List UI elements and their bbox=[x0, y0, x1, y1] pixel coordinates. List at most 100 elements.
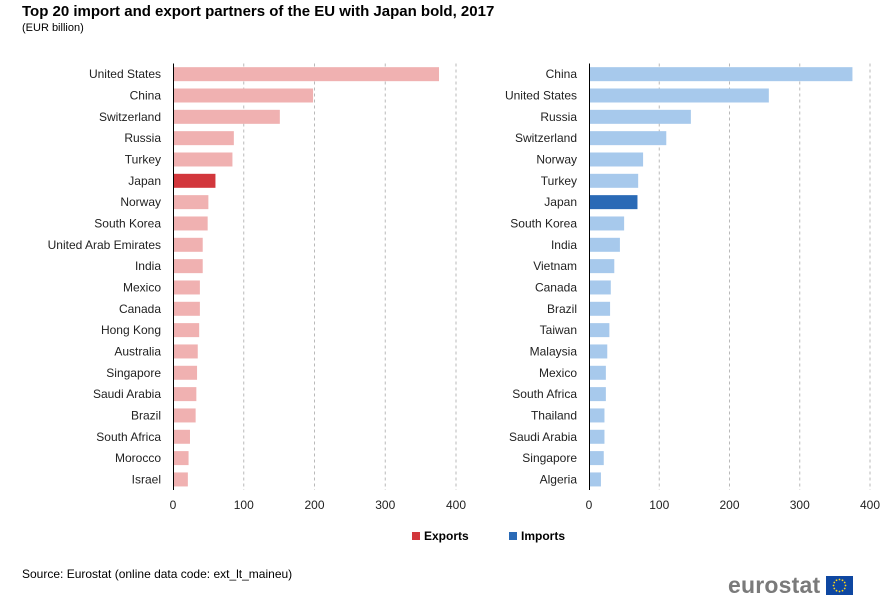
exports-tick-label: 200 bbox=[304, 498, 324, 512]
exports-bar bbox=[173, 88, 314, 103]
exports-tick-label: 0 bbox=[170, 498, 177, 512]
imports-category-label: South Africa bbox=[512, 387, 577, 401]
imports-tick-label: 0 bbox=[586, 498, 593, 512]
exports-bar bbox=[173, 195, 209, 210]
exports-category-label: Israel bbox=[132, 472, 161, 486]
imports-category-label: Singapore bbox=[522, 451, 577, 465]
imports-bar bbox=[589, 237, 620, 252]
exports-tick-label: 400 bbox=[446, 498, 466, 512]
imports-category-label: Japan bbox=[544, 195, 577, 209]
exports-category-label: Brazil bbox=[131, 408, 161, 422]
exports-category-label: Morocco bbox=[115, 451, 161, 465]
imports-bar bbox=[589, 109, 691, 124]
imports-category-label: Saudi Arabia bbox=[509, 430, 577, 444]
imports-category-label: Canada bbox=[535, 280, 577, 294]
exports-category-label: Russia bbox=[124, 131, 161, 145]
exports-bar bbox=[173, 472, 188, 487]
imports-bar bbox=[589, 365, 606, 380]
flag-star bbox=[841, 579, 844, 582]
flag-star bbox=[835, 589, 838, 592]
flag-star bbox=[835, 579, 838, 582]
imports-chart: China United States Russia Switzerland Norwa… bbox=[505, 63, 880, 512]
exports-bar bbox=[173, 301, 200, 316]
exports-category-label: South Korea bbox=[94, 216, 161, 230]
exports-chart: United States China Switzerland Russia Turke… bbox=[48, 63, 466, 512]
imports-category-label: Taiwan bbox=[540, 323, 577, 337]
imports-bar bbox=[589, 387, 606, 402]
exports-category-label: Turkey bbox=[125, 152, 161, 166]
flag-star bbox=[838, 578, 841, 581]
exports-category-label: South Africa bbox=[96, 430, 161, 444]
exports-category-label: China bbox=[130, 88, 162, 102]
imports-category-label: China bbox=[546, 67, 578, 81]
exports-category-label: Singapore bbox=[106, 366, 161, 380]
exports-bar bbox=[173, 323, 200, 338]
legend-imports-swatch bbox=[509, 532, 517, 540]
flag-star bbox=[833, 587, 836, 590]
exports-tick-label: 100 bbox=[234, 498, 254, 512]
imports-bar bbox=[589, 408, 605, 423]
exports-bar bbox=[173, 237, 203, 252]
exports-category-label: United States bbox=[89, 67, 161, 81]
imports-category-label: Vietnam bbox=[533, 259, 577, 273]
imports-bar bbox=[589, 451, 604, 466]
exports-bar bbox=[173, 259, 203, 274]
eurostat-logo: eurostat bbox=[728, 572, 854, 599]
imports-category-label: Russia bbox=[540, 110, 577, 124]
legend-imports: Imports bbox=[509, 529, 565, 543]
exports-category-label: United Arab Emirates bbox=[48, 238, 161, 252]
chart-subtitle: (EUR billion) bbox=[22, 22, 84, 34]
imports-bar bbox=[589, 280, 611, 295]
flag-star bbox=[844, 581, 846, 584]
exports-bar bbox=[173, 365, 198, 380]
exports-bar bbox=[173, 173, 216, 188]
imports-bar bbox=[589, 67, 853, 82]
imports-bar bbox=[589, 429, 605, 444]
flag-star bbox=[838, 590, 841, 593]
imports-bar bbox=[589, 152, 644, 167]
flag-star bbox=[832, 584, 835, 587]
exports-bar bbox=[173, 152, 233, 167]
flag-star bbox=[841, 589, 844, 592]
imports-bar bbox=[589, 344, 608, 359]
exports-bar bbox=[173, 131, 234, 146]
imports-bar bbox=[589, 216, 625, 231]
flag-star bbox=[844, 584, 847, 587]
imports-tick-label: 400 bbox=[860, 498, 880, 512]
exports-bar bbox=[173, 429, 190, 444]
exports-bar bbox=[173, 67, 440, 82]
imports-category-label: Thailand bbox=[531, 408, 577, 422]
imports-category-label: Mexico bbox=[539, 366, 577, 380]
eu-flag-icon bbox=[826, 576, 854, 595]
exports-category-label: Mexico bbox=[123, 280, 161, 294]
imports-category-label: Switzerland bbox=[515, 131, 577, 145]
imports-tick-label: 100 bbox=[649, 498, 669, 512]
exports-category-label: Saudi Arabia bbox=[93, 387, 161, 401]
imports-category-label: United States bbox=[505, 88, 577, 102]
source-note: Source: Eurostat (online data code: ext_… bbox=[22, 567, 293, 581]
imports-bar bbox=[589, 301, 611, 316]
exports-bar bbox=[173, 280, 200, 295]
flag-star bbox=[833, 581, 836, 584]
imports-bar bbox=[589, 472, 601, 487]
logo-text: eurostat bbox=[728, 572, 821, 598]
imports-category-label: Norway bbox=[536, 152, 577, 166]
exports-category-label: Australia bbox=[114, 344, 161, 358]
legend-exports-swatch bbox=[412, 532, 420, 540]
legend-exports-label: Exports bbox=[424, 529, 469, 543]
imports-bar bbox=[589, 323, 610, 338]
imports-category-label: South Korea bbox=[510, 216, 577, 230]
exports-bar bbox=[173, 344, 198, 359]
exports-tick-label: 300 bbox=[375, 498, 395, 512]
exports-bar bbox=[173, 451, 189, 466]
exports-category-label: India bbox=[135, 259, 161, 273]
imports-category-label: Turkey bbox=[541, 174, 577, 188]
exports-category-label: Switzerland bbox=[99, 110, 161, 124]
imports-category-label: Brazil bbox=[547, 302, 577, 316]
exports-category-label: Japan bbox=[128, 174, 161, 188]
flag-star bbox=[844, 587, 846, 590]
chart-title: Top 20 import and export partners of the… bbox=[22, 3, 495, 20]
exports-bar bbox=[173, 408, 196, 423]
imports-category-label: India bbox=[551, 238, 577, 252]
